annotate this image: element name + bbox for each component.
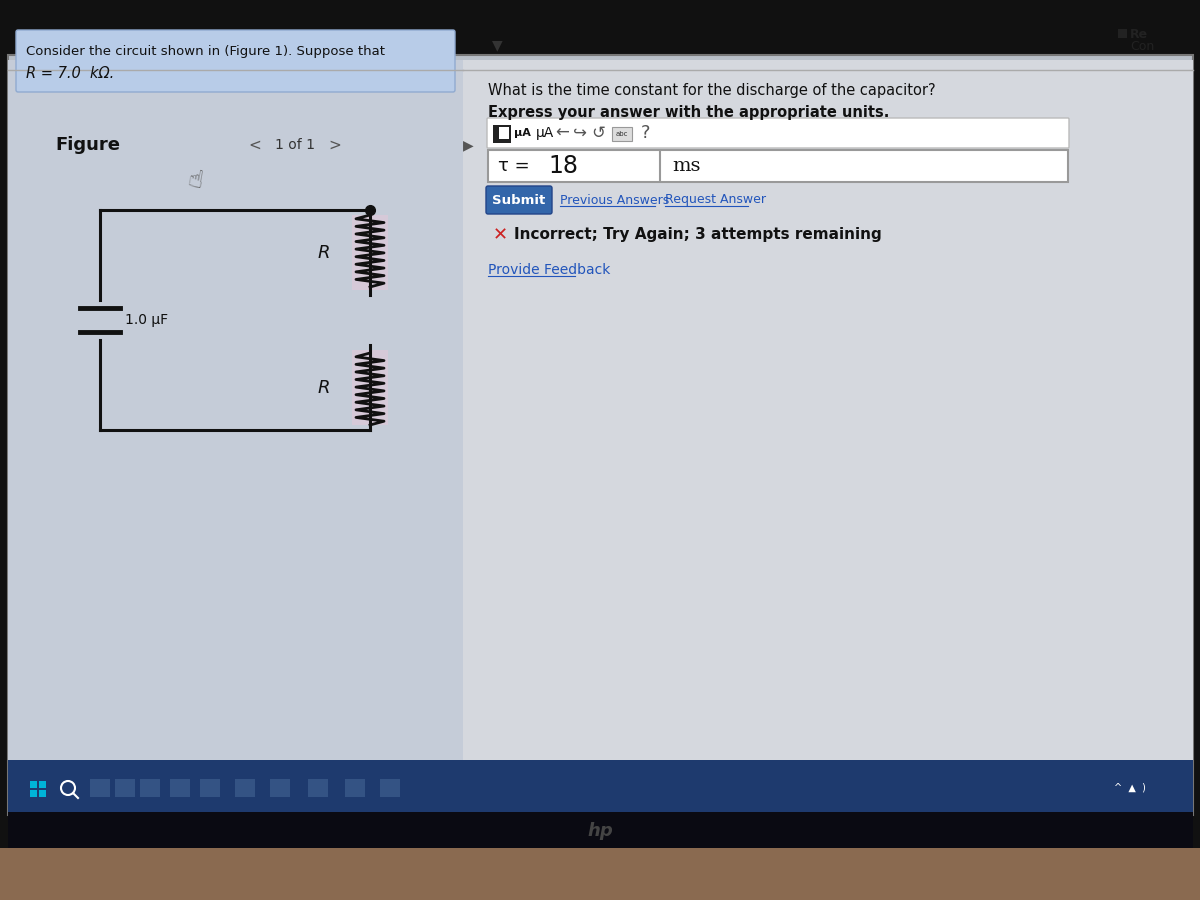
Text: ←: ← bbox=[556, 124, 569, 142]
Bar bbox=[493, 125, 511, 143]
Text: >: > bbox=[329, 138, 341, 152]
Text: R: R bbox=[318, 379, 330, 397]
Text: R = 7.0  kΩ.: R = 7.0 kΩ. bbox=[26, 67, 114, 82]
Bar bbox=[612, 127, 632, 141]
Bar bbox=[463, 60, 1193, 760]
Bar bbox=[352, 350, 388, 425]
Text: ☝: ☝ bbox=[186, 166, 204, 194]
Text: μA: μA bbox=[514, 128, 530, 138]
Text: ▶: ▶ bbox=[463, 138, 473, 152]
Text: What is the time constant for the discharge of the capacitor?: What is the time constant for the discha… bbox=[488, 83, 936, 97]
Text: Provide Feedback: Provide Feedback bbox=[488, 263, 611, 277]
FancyBboxPatch shape bbox=[16, 30, 455, 92]
Bar bbox=[30, 790, 37, 797]
Text: ?: ? bbox=[641, 124, 649, 142]
Bar bbox=[90, 779, 110, 797]
Text: ms: ms bbox=[672, 157, 701, 175]
Bar bbox=[8, 812, 1193, 850]
Bar bbox=[8, 60, 1193, 760]
Bar bbox=[8, 760, 1193, 815]
Bar bbox=[308, 779, 328, 797]
Bar bbox=[115, 779, 134, 797]
Bar bbox=[346, 779, 365, 797]
Text: ✕: ✕ bbox=[493, 226, 508, 244]
Bar bbox=[235, 779, 256, 797]
Text: ↪: ↪ bbox=[574, 124, 587, 142]
Text: Figure: Figure bbox=[55, 136, 120, 154]
Text: μA: μA bbox=[536, 126, 554, 140]
Text: Request Answer: Request Answer bbox=[665, 194, 766, 206]
Bar bbox=[0, 848, 1200, 900]
Bar bbox=[38, 790, 46, 797]
Bar bbox=[499, 127, 509, 139]
Text: R: R bbox=[318, 244, 330, 262]
Text: 1.0 μF: 1.0 μF bbox=[125, 313, 168, 327]
FancyBboxPatch shape bbox=[486, 186, 552, 214]
Text: 1 of 1: 1 of 1 bbox=[275, 138, 314, 152]
Bar bbox=[8, 55, 1193, 815]
Text: Consider the circuit shown in (Figure 1). Suppose that: Consider the circuit shown in (Figure 1)… bbox=[26, 46, 385, 58]
Bar bbox=[380, 779, 400, 797]
Bar bbox=[488, 150, 1068, 182]
FancyBboxPatch shape bbox=[487, 118, 1069, 148]
Text: ▼: ▼ bbox=[492, 38, 503, 52]
Bar bbox=[38, 781, 46, 788]
Bar bbox=[30, 781, 37, 788]
Bar bbox=[8, 60, 463, 760]
Text: Express your answer with the appropriate units.: Express your answer with the appropriate… bbox=[488, 104, 889, 120]
Bar bbox=[140, 779, 160, 797]
Text: ^  ▲  ): ^ ▲ ) bbox=[1114, 783, 1146, 793]
Text: τ =: τ = bbox=[498, 157, 529, 175]
Text: abc: abc bbox=[616, 131, 629, 137]
Text: Incorrect; Try Again; 3 attempts remaining: Incorrect; Try Again; 3 attempts remaini… bbox=[514, 228, 882, 242]
Text: Previous Answers: Previous Answers bbox=[560, 194, 670, 206]
Text: 18: 18 bbox=[548, 154, 578, 178]
Text: Con: Con bbox=[1130, 40, 1154, 53]
Bar bbox=[200, 779, 220, 797]
Text: Re: Re bbox=[1130, 28, 1148, 40]
Bar bbox=[170, 779, 190, 797]
Bar bbox=[352, 215, 388, 290]
Text: hp: hp bbox=[587, 822, 613, 840]
Bar bbox=[270, 779, 290, 797]
Text: <: < bbox=[248, 138, 262, 152]
Text: Submit: Submit bbox=[492, 194, 546, 206]
Text: ↺: ↺ bbox=[592, 124, 605, 142]
Bar bbox=[1118, 29, 1127, 38]
Text: Part A: Part A bbox=[512, 35, 580, 55]
